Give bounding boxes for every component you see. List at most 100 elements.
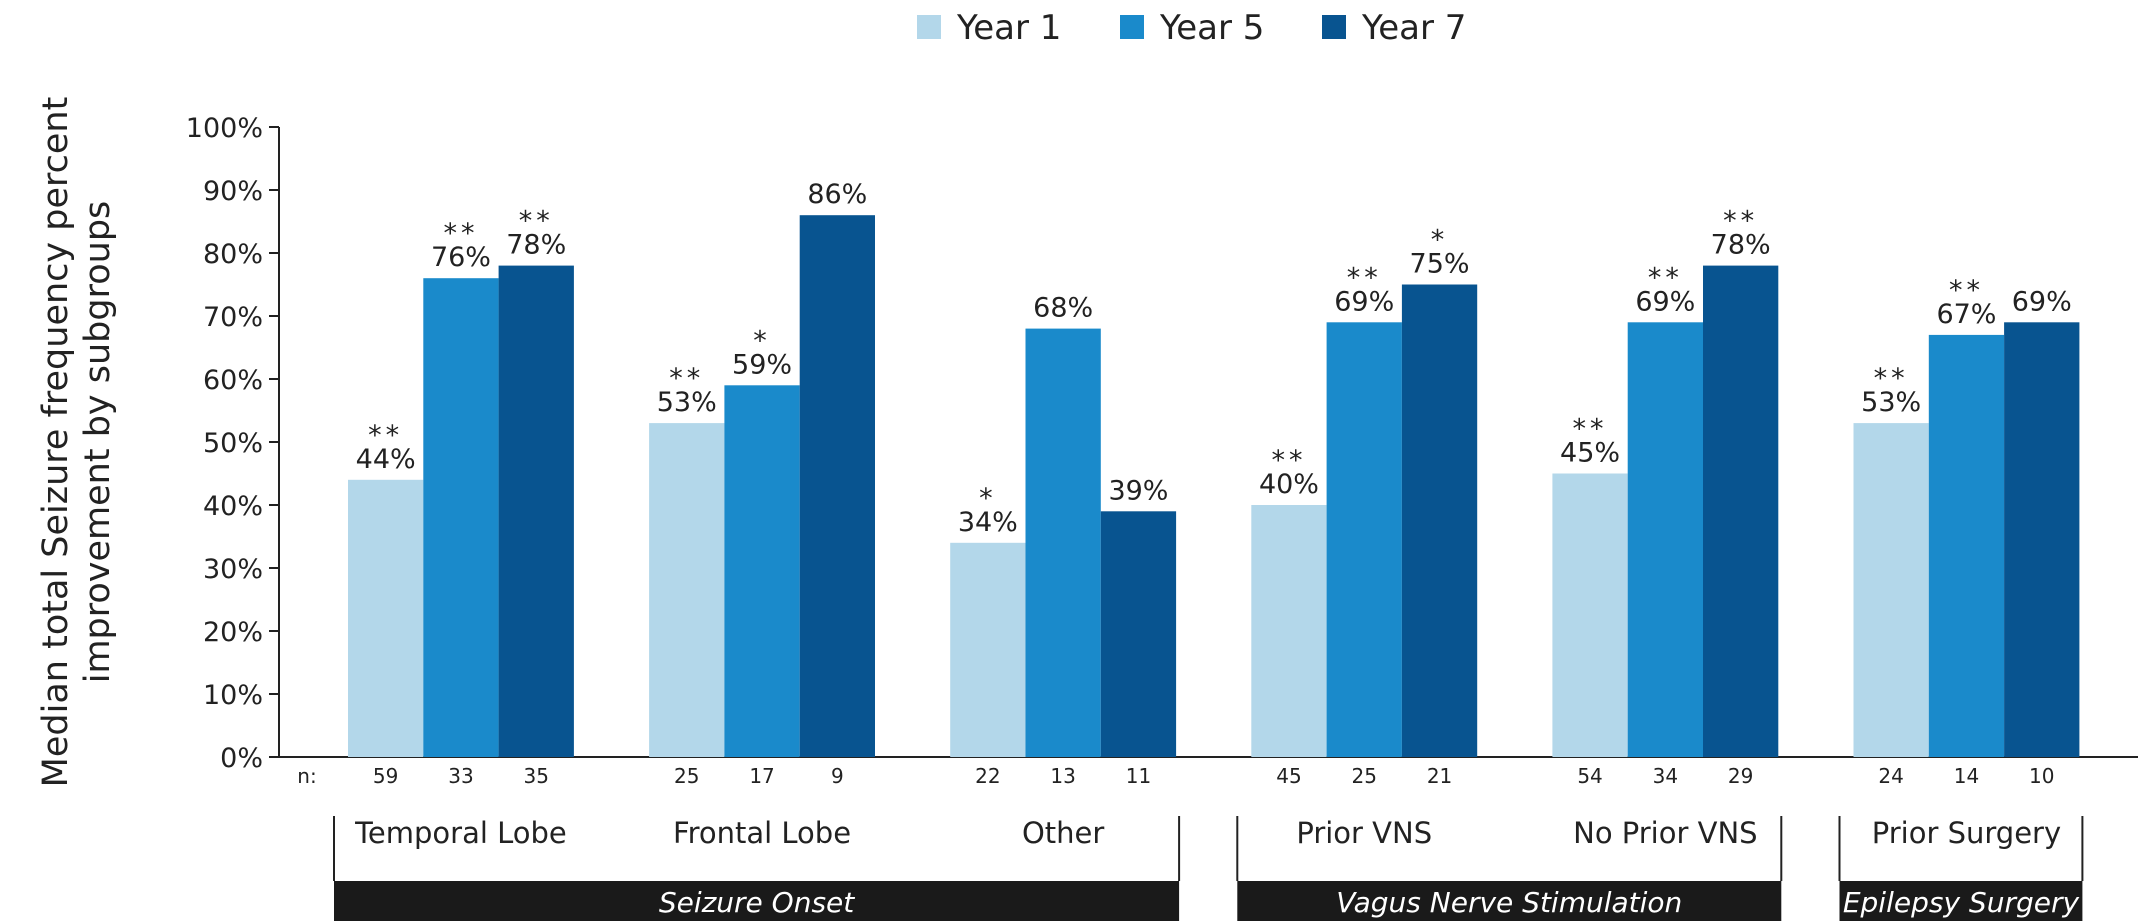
value-label: 76% (431, 242, 491, 273)
y-tick-label: 90% (203, 176, 263, 207)
group-label: Epilepsy Surgery (1843, 886, 2080, 919)
bar (1552, 473, 1628, 757)
value-label: 69% (1635, 286, 1695, 317)
significance: ** (669, 363, 704, 394)
x-tick-label: Temporal Lobe (354, 816, 567, 850)
legend-swatch (1322, 15, 1346, 39)
y-tick-label: 60% (203, 365, 263, 396)
bar (498, 265, 574, 757)
x-tick-label: Frontal Lobe (673, 816, 851, 850)
bar (799, 215, 875, 757)
n-value: 33 (448, 764, 473, 788)
legend-label: Year 5 (1159, 8, 1264, 48)
x-tick-label: Other (1022, 816, 1104, 850)
value-label: 78% (1711, 230, 1771, 261)
n-value: 54 (1577, 764, 1602, 788)
value-label: 40% (1259, 469, 1319, 500)
bar (724, 385, 800, 757)
n-value: 22 (975, 764, 1000, 788)
n-label: n: (297, 764, 316, 788)
legend-label: Year 7 (1361, 8, 1466, 48)
bar (2004, 322, 2080, 757)
significance: ** (1874, 363, 1909, 394)
y-axis-label: Median total Seizure frequency percentim… (36, 97, 118, 788)
group-band (334, 881, 1180, 921)
n-value: 45 (1276, 764, 1301, 788)
n-value: 17 (749, 764, 774, 788)
n-value: 11 (1126, 764, 1151, 788)
n-value: 35 (524, 764, 549, 788)
bar (1100, 511, 1177, 757)
y-tick-label: 50% (203, 428, 263, 459)
n-value: 59 (373, 764, 398, 788)
value-label: 78% (506, 230, 566, 261)
significance: ** (1271, 445, 1306, 476)
significance: ** (1723, 206, 1758, 237)
significance: ** (443, 218, 478, 249)
n-value: 21 (1427, 764, 1452, 788)
n-value: 34 (1653, 764, 1678, 788)
legend-label: Year 1 (956, 8, 1061, 48)
value-label: 68% (1033, 293, 1093, 324)
value-label: 86% (807, 179, 867, 210)
bar (1703, 265, 1779, 757)
value-label: 44% (356, 444, 416, 475)
n-value: 14 (1954, 764, 1979, 788)
group-label: Vagus Nerve Stimulation (1336, 886, 1682, 919)
y-tick-label: 70% (203, 302, 263, 333)
significance: * (753, 325, 771, 356)
value-label: 45% (1560, 438, 1620, 469)
x-tick-label: No Prior VNS (1573, 816, 1757, 850)
value-label: 69% (2012, 286, 2072, 317)
value-label: 53% (657, 387, 717, 418)
bar (1627, 322, 1703, 757)
bar (950, 542, 1026, 757)
n-value: 10 (2029, 764, 2054, 788)
y-tick-label: 20% (203, 617, 263, 648)
y-tick-label: 40% (203, 491, 263, 522)
y-tick-label: 80% (203, 239, 263, 270)
n-value: 9 (831, 764, 844, 788)
x-tick-label: Prior VNS (1296, 816, 1432, 850)
value-label: 67% (1936, 299, 1996, 330)
value-label: 53% (1861, 387, 1921, 418)
y-tick-label: 10% (203, 680, 263, 711)
significance: ** (519, 206, 554, 237)
significance: ** (1648, 262, 1683, 293)
n-value: 29 (1728, 764, 1753, 788)
value-label: 39% (1108, 475, 1168, 506)
x-tick-label: Prior Surgery (1872, 816, 2061, 850)
value-label: 59% (732, 349, 792, 380)
significance: * (979, 483, 997, 514)
significance: ** (1949, 275, 1984, 306)
group-band (1839, 881, 2083, 921)
legend-swatch (1120, 15, 1144, 39)
bar (1025, 328, 1101, 757)
significance: ** (368, 420, 403, 451)
value-label: 34% (958, 507, 1018, 538)
group-band (1237, 881, 1782, 921)
n-value: 13 (1050, 764, 1075, 788)
significance: ** (1573, 414, 1608, 445)
value-label: 69% (1334, 286, 1394, 317)
bar (348, 479, 424, 757)
y-tick-label: 100% (186, 113, 263, 144)
bar (649, 423, 725, 757)
y-tick-label: 30% (203, 554, 263, 585)
group-label: Seizure Onset (659, 886, 855, 919)
bar (1251, 505, 1327, 757)
bar (1928, 334, 2005, 757)
n-value: 25 (674, 764, 699, 788)
bar (1401, 284, 1478, 757)
significance: * (1431, 225, 1449, 256)
bar (1326, 322, 1402, 757)
bar (423, 278, 499, 757)
y-tick-label: 0% (220, 743, 263, 774)
n-value: 25 (1352, 764, 1377, 788)
bar (1853, 423, 1929, 757)
significance: ** (1347, 262, 1382, 293)
value-label: 75% (1410, 249, 1470, 280)
legend-swatch (917, 15, 941, 39)
n-value: 24 (1878, 764, 1903, 788)
